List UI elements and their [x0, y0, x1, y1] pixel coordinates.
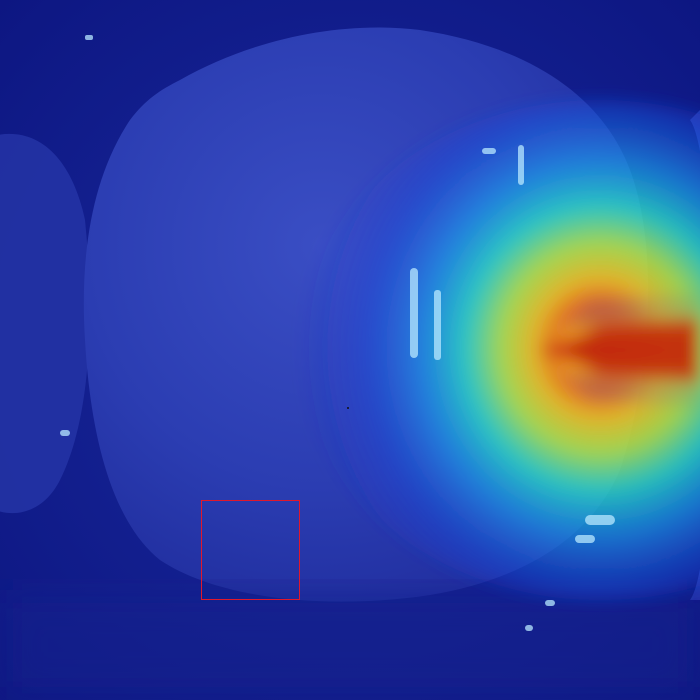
region-of-interest-box [201, 500, 300, 600]
highlights [60, 35, 615, 631]
center-marker [347, 407, 349, 409]
left-tooth [0, 133, 90, 513]
lower-shadow [0, 590, 700, 700]
heatmap-overlay [300, 100, 700, 600]
